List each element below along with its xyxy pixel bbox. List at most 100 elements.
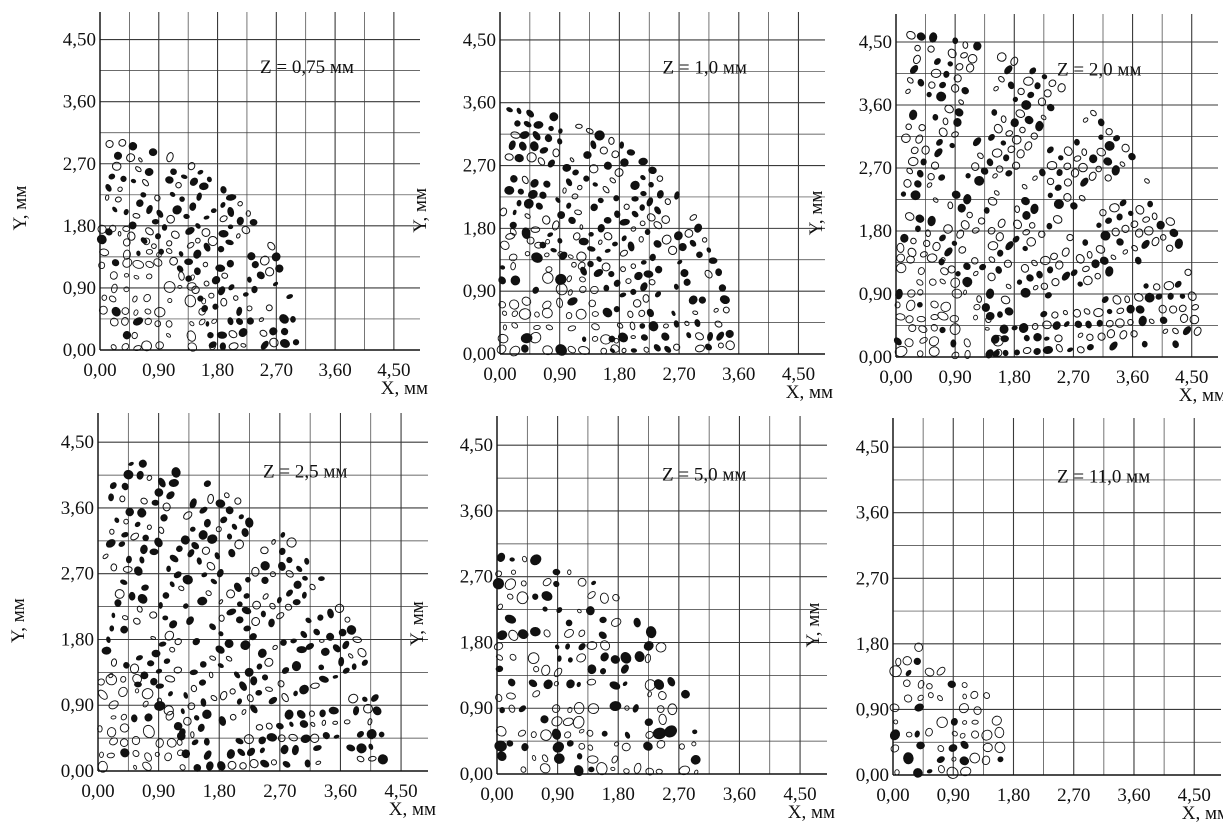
speckle-point [991, 109, 998, 116]
speckle-point [245, 576, 251, 583]
speckle-point [179, 764, 186, 771]
speckle-point [620, 652, 632, 664]
speckle-point [1040, 310, 1048, 318]
speckle-point [588, 766, 595, 773]
speckle-point [260, 340, 269, 350]
speckle-point [569, 157, 575, 163]
speckle-point [180, 535, 190, 545]
speckle-point [1101, 296, 1109, 304]
speckle-point [541, 591, 553, 601]
speckle-point [544, 134, 553, 143]
speckle-point [351, 663, 357, 671]
speckle-point [648, 321, 659, 332]
speckle-point [233, 295, 239, 301]
speckle-point [971, 719, 979, 725]
speckle-point [1105, 266, 1114, 277]
speckle-point [1022, 245, 1028, 252]
speckle-point [259, 329, 268, 337]
speckle-point [1182, 326, 1192, 336]
speckle-point [240, 640, 251, 651]
speckle-point [1099, 256, 1109, 265]
speckle-point [1104, 141, 1115, 151]
speckle-point [1187, 291, 1197, 301]
speckle-point [186, 616, 194, 625]
speckle-point [994, 741, 1006, 754]
speckle-point [234, 497, 242, 505]
speckle-point [504, 578, 517, 590]
speckle-point [191, 541, 200, 550]
speckle-point [643, 641, 654, 651]
speckle-point [511, 322, 519, 329]
speckle-point [982, 742, 993, 753]
speckle-point [235, 616, 244, 624]
speckle-point [146, 205, 153, 215]
speckle-point [372, 706, 382, 716]
speckle-point [304, 557, 310, 565]
speckle-point [507, 678, 516, 687]
speckle-point [930, 314, 939, 321]
speckle-point [321, 719, 327, 726]
speckle-point [193, 249, 202, 259]
speckle-point [1089, 154, 1098, 164]
speckle-point [252, 600, 261, 610]
speckle-point [149, 611, 158, 619]
speckle-point [1167, 292, 1174, 300]
speckle-point [1051, 311, 1059, 319]
speckle-point [521, 344, 529, 353]
speckle-point [319, 638, 325, 643]
speckle-point [722, 306, 730, 314]
speckle-point [588, 164, 599, 174]
speckle-point [220, 202, 226, 208]
speckle-point [163, 281, 176, 293]
x-axis-label: X, мм [786, 382, 833, 403]
speckle-point [168, 691, 173, 697]
speckle-point [177, 285, 183, 289]
speckle-point [208, 341, 217, 349]
speckle-point [551, 704, 561, 713]
speckle-point [229, 688, 236, 695]
speckle-point [165, 710, 175, 721]
speckle-point [623, 768, 630, 774]
speckle-point [905, 88, 911, 95]
speckle-point [1000, 140, 1007, 146]
speckle-point [1143, 283, 1149, 289]
speckle-point [530, 554, 542, 566]
speckle-point [583, 175, 590, 182]
speckle-point [217, 286, 226, 296]
speckle-point [1143, 226, 1154, 236]
y-tick-label: 0,00 [856, 765, 889, 786]
speckle-point [517, 729, 527, 737]
speckle-point [704, 343, 712, 351]
speckle-point [197, 596, 208, 606]
speckle-point [114, 589, 125, 599]
speckle-point [1063, 162, 1072, 171]
speckle-point [640, 282, 648, 292]
speckle-point [138, 459, 147, 468]
speckle-point [187, 549, 195, 558]
speckle-point [1138, 315, 1147, 327]
speckle-point [585, 127, 594, 134]
speckle-point [916, 169, 924, 178]
speckle-point [528, 189, 538, 199]
speckle-point [1036, 270, 1043, 279]
speckle-point [550, 248, 557, 253]
speckle-point [1144, 292, 1155, 303]
speckle-point [907, 247, 917, 258]
speckle-point [630, 263, 637, 269]
speckle-point [1039, 168, 1046, 177]
speckle-point [909, 64, 919, 74]
speckle-point [247, 252, 256, 261]
speckle-point [181, 749, 191, 759]
speckle-point [356, 743, 367, 754]
speckle-point [613, 741, 620, 747]
speckle-marks [893, 30, 1202, 360]
x-tick-label: 3,60 [1116, 367, 1149, 388]
x-tick-label: 0,00 [879, 367, 912, 388]
speckle-point [114, 196, 122, 203]
speckle-point [165, 320, 173, 328]
speckle-point [916, 301, 923, 308]
speckle-point [293, 580, 302, 589]
speckle-point [541, 307, 553, 319]
speckle-point [621, 742, 631, 752]
speckle-point [551, 220, 560, 231]
